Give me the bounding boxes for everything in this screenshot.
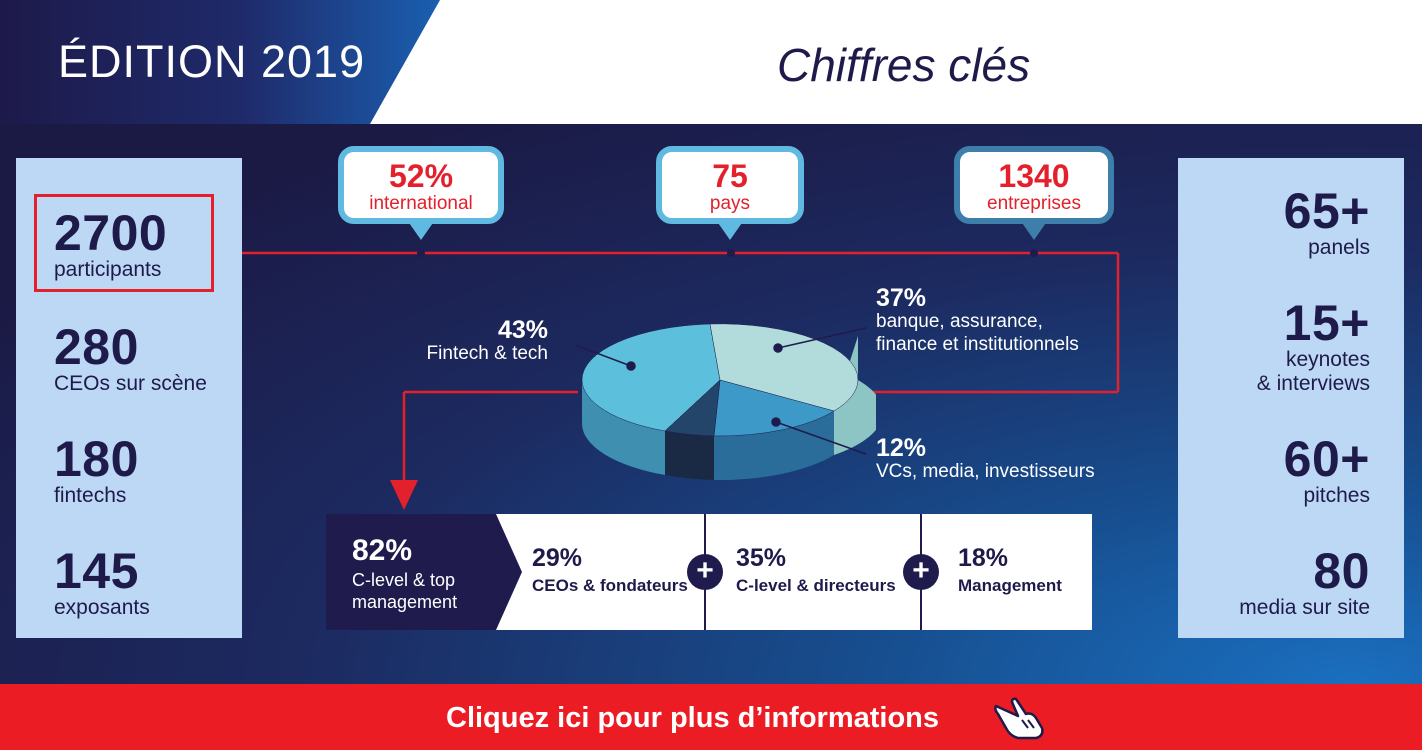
plus-icon: +: [687, 554, 723, 590]
stat-label: exposants: [54, 596, 150, 619]
stat-number: 280: [54, 319, 139, 375]
bubble-tail: [716, 220, 744, 240]
pie-side-vcs-dark: [665, 431, 714, 480]
bubble-pays: 75 pays: [656, 146, 804, 240]
bubble-number: 1340: [998, 158, 1070, 194]
stat-keynotes: 15+ keynotes & interviews: [1257, 298, 1370, 396]
management-main: 82% C-level & top management: [326, 514, 522, 630]
management-item-value: 18%: [958, 544, 1009, 572]
management-label-line: C-level & top: [352, 570, 456, 590]
stat-number: 15+: [1283, 295, 1370, 351]
stat-label: fintechs: [54, 484, 127, 507]
bubble-label: entreprises: [987, 193, 1081, 214]
pie-label-fintech: 43% Fintech & tech: [420, 318, 548, 366]
management-item-clevel: 35% C-level & directeurs: [736, 514, 916, 630]
stat-ceos: 280 CEOs sur scène: [54, 322, 207, 396]
stat-pitches: 60+ pitches: [1284, 434, 1370, 508]
stat-label: panels: [1308, 236, 1370, 259]
stat-number: 80: [1313, 543, 1370, 599]
pie-value: 43%: [497, 316, 548, 344]
bubble-number: 75: [712, 158, 748, 194]
stat-exposants: 145 exposants: [54, 546, 150, 620]
stat-number: 145: [54, 543, 139, 599]
stat-number: 60+: [1283, 431, 1370, 487]
management-item-label: Management: [958, 576, 1062, 595]
stat-label: participants: [54, 258, 162, 281]
connector-lines: [220, 249, 1120, 510]
stat-number: 65+: [1283, 183, 1370, 239]
stat-label: pitches: [1303, 484, 1370, 507]
edition-banner: [0, 0, 440, 124]
management-item-management: 18% Management: [958, 514, 1088, 630]
pie-category: banque, assurance,: [876, 311, 1043, 332]
pie-slice-other: [664, 379, 721, 437]
bubble-tail: [407, 220, 435, 240]
pie-category: VCs, media, investisseurs: [876, 461, 1095, 482]
more-info-button[interactable]: Cliquez ici pour plus d’informations: [0, 684, 1422, 750]
plus-icon: +: [903, 554, 939, 590]
edition-label: ÉDITION 2019: [58, 36, 366, 87]
management-breakdown: 82% C-level & top management 29% CEOs & …: [326, 514, 1092, 630]
stat-media: 80 media sur site: [1239, 546, 1370, 620]
stat-number: 2700: [54, 205, 168, 261]
left-stats-panel: 2700 participants 280 CEOs sur scène 180…: [16, 158, 242, 638]
management-total: 82%: [352, 534, 413, 567]
stat-participants: 2700 participants: [54, 208, 167, 282]
pie-value: 37%: [876, 284, 927, 312]
bubble-international: 52% international: [338, 146, 504, 240]
pointing-hand-icon: [994, 697, 1044, 740]
stat-label: CEOs sur scène: [54, 372, 207, 395]
bubble-tail: [1020, 220, 1048, 240]
management-item-label: C-level & directeurs: [736, 576, 896, 595]
pie-label-vcs: 12% VCs, media, investisseurs: [876, 436, 1095, 484]
stat-label: media sur site: [1239, 596, 1370, 619]
management-item-label: CEOs & fondateurs: [532, 576, 688, 595]
bubble-entreprises: 1340 entreprises: [954, 146, 1114, 240]
management-label-line: management: [352, 591, 458, 612]
stat-number: 180: [54, 431, 139, 487]
pie-side-banque: [834, 336, 876, 455]
pie-category: Fintech & tech: [426, 343, 548, 364]
management-item-value: 35%: [736, 544, 787, 572]
bubble-label: pays: [709, 193, 751, 214]
bubble-number: 52%: [388, 158, 454, 194]
arrow-head: [390, 480, 418, 510]
management-item-value: 29%: [532, 544, 583, 572]
pie-label-banque: 37% banque, assurance, finance et instit…: [876, 286, 1079, 357]
pie-slice-fintech: [581, 323, 721, 432]
pie-side-vcs: [714, 411, 834, 481]
highlight-box: [34, 194, 214, 292]
pie-chart: [576, 323, 876, 481]
stat-fintechs: 180 fintechs: [54, 434, 139, 508]
stat-label: keynotes: [1285, 348, 1370, 371]
more-info-label: Cliquez ici pour plus d’informations: [446, 702, 940, 734]
pie-slice-banque: [709, 323, 859, 412]
management-item-ceos: 29% CEOs & fondateurs: [532, 514, 704, 630]
pie-value: 12%: [876, 434, 927, 462]
page-title: Chiffres clés: [777, 39, 1031, 91]
stat-panels: 65+ panels: [1284, 186, 1370, 260]
pie-category: finance et institutionnels: [876, 333, 1079, 355]
bubble-label: international: [369, 193, 473, 214]
management-label: C-level & top management: [352, 570, 457, 613]
infographic-panel: 2700 participants 280 CEOs sur scène 180…: [0, 124, 1422, 684]
right-stats-panel: 65+ panels 15+ keynotes & interviews 60+…: [1178, 158, 1404, 638]
header: ÉDITION 2019 Chiffres clés: [0, 0, 1422, 124]
stat-label: & interviews: [1256, 372, 1370, 396]
pie-slice-vcs: [713, 379, 835, 437]
